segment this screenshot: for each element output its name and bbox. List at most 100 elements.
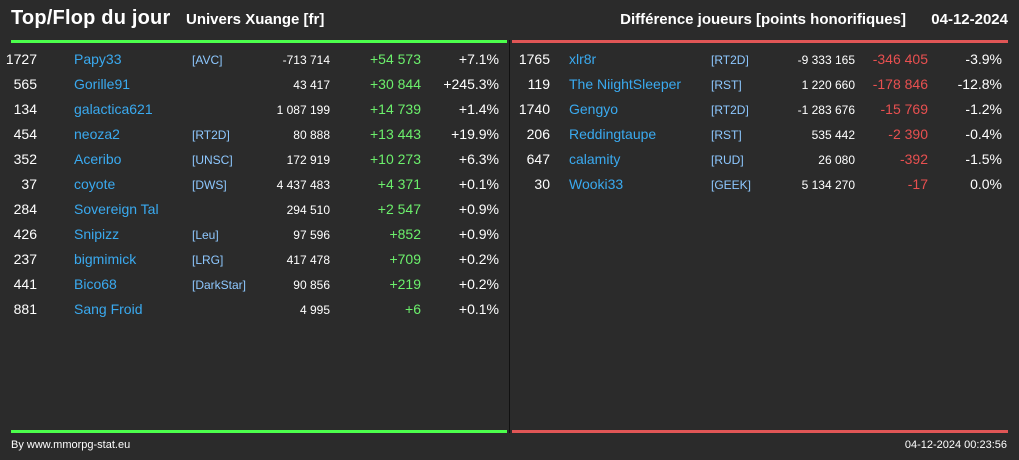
table-row: 284 Sovereign Tal 294 510 +2 547 +0.9% [0, 197, 509, 222]
points-percent: +6.3% [458, 151, 499, 167]
player-name-link[interactable]: Bico68 [74, 276, 117, 292]
points-diff: +54 573 [370, 51, 421, 67]
table-row: 881 Sang Froid 4 995 +6 +0.1% [0, 297, 509, 322]
player-name-link[interactable]: Gorille91 [74, 76, 131, 92]
player-points: 294 510 [286, 203, 330, 217]
table-row: 441 Bico68 [DarkStar] 90 856 +219 +0.2% [0, 272, 509, 297]
points-percent: +0.1% [458, 176, 499, 192]
player-points: 1 087 199 [276, 103, 330, 117]
points-diff: +13 443 [370, 126, 421, 142]
points-diff: +6 [405, 301, 421, 317]
player-name-link[interactable]: Snipizz [74, 226, 120, 242]
points-percent: -1.5% [965, 151, 1002, 167]
flop-accent-bar-bottom [512, 430, 1008, 433]
player-rank: 134 [13, 101, 37, 117]
table-row: 426 Snipizz [Leu] 97 596 +852 +0.9% [0, 222, 509, 247]
player-name-link[interactable]: calamity [569, 151, 621, 167]
points-percent: +19.9% [451, 126, 499, 142]
alliance-tag[interactable]: [GEEK] [711, 178, 752, 192]
player-points: 4 437 483 [276, 178, 330, 192]
player-rank: 206 [526, 126, 550, 142]
points-diff: +14 739 [370, 101, 421, 117]
points-percent: +0.9% [458, 201, 499, 217]
alliance-tag[interactable]: [RT2D] [192, 128, 230, 142]
points-percent: -1.2% [965, 101, 1002, 117]
top-accent-bar-bottom [11, 430, 507, 433]
points-percent: -12.8% [957, 76, 1002, 92]
player-name-link[interactable]: Reddingtaupe [569, 126, 657, 142]
player-points: 417 478 [286, 253, 330, 267]
alliance-tag[interactable]: [LRG] [192, 253, 224, 267]
alliance-tag[interactable]: [AVC] [192, 53, 223, 67]
date-label: 04-12-2024 [931, 11, 1008, 28]
points-diff: +4 371 [377, 176, 421, 192]
alliance-tag[interactable]: [UNSC] [192, 153, 233, 167]
points-diff: +10 273 [370, 151, 421, 167]
player-points: 1 220 660 [801, 78, 855, 92]
player-name-link[interactable]: Wooki33 [569, 176, 624, 192]
points-percent: -0.4% [965, 126, 1002, 142]
alliance-tag[interactable]: [DWS] [192, 178, 227, 192]
table-row: 119 The NiightSleeper [RST] 1 220 660 -178 8… [510, 72, 1019, 97]
alliance-tag[interactable]: [RT2D] [711, 103, 749, 117]
player-name-link[interactable]: Sovereign Tal [74, 201, 159, 217]
player-rank: 647 [526, 151, 550, 167]
points-diff: -2 390 [888, 126, 928, 142]
points-percent: +0.1% [458, 301, 499, 317]
alliance-tag[interactable]: [RST] [711, 78, 742, 92]
player-name-link[interactable]: xlr8r [569, 51, 597, 67]
points-diff: -346 405 [872, 51, 928, 67]
player-rank: 565 [13, 76, 37, 92]
player-rank: 352 [13, 151, 37, 167]
player-name-link[interactable]: Gengyo [569, 101, 619, 117]
table-row: 454 neoza2 [RT2D] 80 888 +13 443 +19.9% [0, 122, 509, 147]
player-rank: 30 [534, 176, 550, 192]
player-name-link[interactable]: Aceribo [74, 151, 122, 167]
player-name-link[interactable]: coyote [74, 176, 116, 192]
table-row: 1740 Gengyo [RT2D] -1 283 676 -15 769 -1.2% [510, 97, 1019, 122]
table-row: 237 bigmimick [LRG] 417 478 +709 +0.2% [0, 247, 509, 272]
table-row: 206 Reddingtaupe [RST] 535 442 -2 390 -0.4% [510, 122, 1019, 147]
page-title: Top/Flop du jour [11, 7, 171, 29]
alliance-tag[interactable]: [RUD] [711, 153, 744, 167]
player-name-link[interactable]: The NiightSleeper [569, 76, 682, 92]
panel-divider [509, 40, 510, 433]
points-diff: +30 844 [370, 76, 421, 92]
universe-label: Univers Xuange [fr] [186, 11, 325, 28]
points-percent: +0.2% [458, 276, 499, 292]
top-gainers-panel: 1727 Papy33 [AVC] -713 714 +54 573 +7.1% 565 Go… [0, 47, 509, 322]
player-points: 5 134 270 [801, 178, 855, 192]
player-rank: 441 [13, 276, 37, 292]
flop-accent-bar [512, 40, 1008, 43]
player-name-link[interactable]: Papy33 [74, 51, 122, 67]
table-row: 565 Gorille91 43 417 +30 844 +245.3% [0, 72, 509, 97]
table-row: 1727 Papy33 [AVC] -713 714 +54 573 +7.1% [0, 47, 509, 72]
table-row: 647 calamity [RUD] 26 080 -392 -1.5% [510, 147, 1019, 172]
points-diff: -15 769 [880, 101, 928, 117]
player-points: 26 080 [818, 153, 855, 167]
table-row: 352 Aceribo [UNSC] 172 919 +10 273 +6.3% [0, 147, 509, 172]
points-diff: +2 547 [377, 201, 421, 217]
player-name-link[interactable]: bigmimick [74, 251, 137, 267]
top-accent-bar [11, 40, 507, 43]
alliance-tag[interactable]: [RT2D] [711, 53, 749, 67]
player-name-link[interactable]: Sang Froid [74, 301, 143, 317]
points-diff: -178 846 [872, 76, 928, 92]
alliance-tag[interactable]: [RST] [711, 128, 742, 142]
points-diff: +709 [389, 251, 421, 267]
table-row: 30 Wooki33 [GEEK] 5 134 270 -17 0.0% [510, 172, 1019, 197]
alliance-tag[interactable]: [DarkStar] [192, 278, 247, 292]
player-name-link[interactable]: galactica621 [74, 101, 153, 117]
player-points: 4 995 [299, 303, 330, 317]
player-name-link[interactable]: neoza2 [74, 126, 120, 142]
table-row: 37 coyote [DWS] 4 437 483 +4 371 +0.1% [0, 172, 509, 197]
player-rank: 237 [13, 251, 37, 267]
player-rank: 37 [21, 176, 37, 192]
player-rank: 119 [527, 76, 550, 92]
alliance-tag[interactable]: [Leu] [192, 228, 219, 242]
player-rank: 1740 [518, 101, 550, 117]
player-points: 90 856 [293, 278, 330, 292]
points-diff: +219 [389, 276, 421, 292]
top-losers-panel: 1765 xlr8r [RT2D] -9 333 165 -346 405 -3.9% 11… [510, 47, 1019, 197]
table-row: 134 galactica621 1 087 199 +14 739 +1.4% [0, 97, 509, 122]
